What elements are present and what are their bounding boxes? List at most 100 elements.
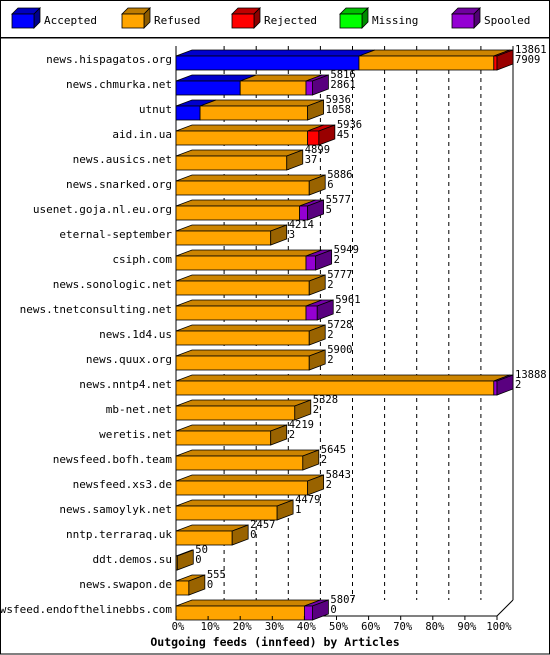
bar-segment-refused	[199, 105, 309, 121]
bar-segment-top	[199, 99, 324, 107]
value-label-offered: 50	[195, 544, 208, 556]
value-label-accepted: 6	[327, 179, 333, 191]
bar-segment-side	[307, 99, 325, 121]
value-label-accepted: 2	[327, 279, 333, 291]
bar-segment-top	[175, 149, 303, 157]
value-label-accepted: 37	[305, 154, 318, 166]
bar-segment-top	[175, 49, 376, 57]
bar-segment-side	[307, 199, 325, 221]
category-label: nntp.terraraq.uk	[66, 528, 172, 541]
bar-segment-refused	[175, 130, 309, 146]
bar-row	[175, 224, 288, 246]
legend-label-rejected: Rejected	[264, 14, 317, 27]
x-axis-title: Outgoing feeds (innfeed) by Articles	[150, 635, 399, 649]
x-tick-label: 40%	[297, 621, 317, 633]
category-label: news.ausics.net	[73, 153, 172, 166]
bar-row	[175, 124, 336, 146]
value-label-accepted: 0	[330, 604, 336, 616]
bar-segment-side	[307, 474, 325, 496]
bar-segment-refused	[175, 430, 272, 446]
legend: Accepted Refused Rejected Missing Spooled	[0, 0, 550, 38]
bar-segment-top	[175, 349, 326, 357]
bar-segment-refused	[175, 280, 310, 296]
bar-segment-refused	[175, 455, 304, 471]
value-label-offered: 5949	[334, 244, 359, 256]
value-label-accepted: 5	[326, 204, 332, 216]
value-label-accepted: 3	[289, 229, 295, 241]
value-label-offered: 5936	[337, 119, 362, 131]
bar-segment-spooled	[305, 305, 318, 321]
bar-segment-refused	[175, 255, 307, 271]
category-label: newsfeed.xs3.de	[73, 478, 172, 491]
value-label-offered: 5328	[313, 394, 338, 406]
value-label-offered: 5886	[327, 169, 352, 181]
value-label-offered: 555	[207, 569, 226, 581]
legend-item-spooled: Spooled	[451, 7, 530, 29]
bar-segment-side	[302, 449, 320, 471]
bar-segment-side	[308, 274, 326, 296]
bar-segment-side	[176, 549, 194, 571]
category-label: news.samoylyk.net	[59, 503, 172, 516]
legend-item-missing: Missing	[339, 7, 418, 29]
value-label-offered: 13888	[515, 369, 547, 381]
bar-segment-top	[175, 499, 294, 507]
bar-segment-rejected	[307, 130, 320, 146]
bar-segment-top	[175, 124, 324, 132]
category-label: ddt.demos.su	[93, 553, 172, 566]
bar-segment-refused	[175, 355, 310, 371]
value-label-accepted: 1058	[326, 104, 351, 116]
legend-swatch-missing	[339, 13, 363, 29]
value-label-offered: 4219	[289, 419, 314, 431]
category-label: news.snarked.org	[66, 178, 172, 191]
bar-segment-spooled	[303, 605, 313, 621]
bar-segment-accepted	[175, 55, 360, 71]
bar-segment-top	[175, 249, 323, 257]
bar-row	[175, 99, 325, 121]
value-label-offered: 5645	[321, 444, 346, 456]
bar-segment-top	[175, 449, 319, 457]
x-tick-label: 20%	[233, 621, 253, 633]
bar-segment-refused	[358, 55, 495, 71]
bar-segment-accepted	[175, 80, 241, 96]
bar-segment-top	[175, 324, 326, 332]
bar-row	[175, 499, 294, 521]
bar-segment-rejected	[493, 55, 498, 71]
legend-swatch-spooled	[451, 13, 475, 29]
bar-row	[175, 399, 312, 421]
bar-segment-top	[175, 399, 311, 407]
value-label-accepted: 45	[337, 129, 350, 141]
bar-segment-side	[270, 224, 288, 246]
x-axis: 0% 10% 20% 30% 40% 50% 60% 70% 80% 90% 100%	[172, 616, 512, 633]
bar-segment-side	[286, 149, 304, 171]
x-tick-label: 10%	[201, 621, 221, 633]
bar-segment-top	[175, 274, 326, 282]
bar-segment-side	[496, 49, 514, 71]
category-label: csiph.com	[112, 253, 172, 266]
x-tick-label: 100%	[486, 621, 512, 633]
bar-segment-side	[312, 599, 329, 621]
bar-segment-side	[318, 124, 336, 146]
bar-segment-refused	[175, 180, 310, 196]
x-tick-label: 30%	[265, 621, 285, 633]
x-axis-depth-line	[496, 599, 514, 617]
legend-swatch-refused	[121, 13, 145, 29]
value-label-accepted: 2	[515, 379, 521, 391]
value-label-offered: 5777	[327, 269, 352, 281]
bar-segment-side	[231, 524, 249, 546]
bar-segment-refused	[175, 230, 272, 246]
bar-row	[175, 374, 514, 396]
value-label-accepted: 2	[327, 329, 333, 341]
value-label-offered: 5843	[326, 469, 351, 481]
bar-segment-top	[175, 174, 326, 182]
bar-row	[175, 474, 325, 496]
category-label: news.sonologic.net	[53, 278, 172, 291]
legend-swatch-accepted	[11, 13, 35, 29]
bar-segment-top	[175, 299, 323, 307]
category-label: news.tnetconsulting.net	[20, 303, 172, 316]
bar-row	[175, 424, 288, 446]
x-tick-label: 60%	[361, 621, 381, 633]
category-labels: news.hispagatos.org news.chmurka.net utnut…	[0, 53, 172, 616]
bar-segment-side	[188, 574, 206, 596]
bar-segment-side	[312, 74, 329, 96]
value-label-accepted: 0	[250, 529, 256, 541]
